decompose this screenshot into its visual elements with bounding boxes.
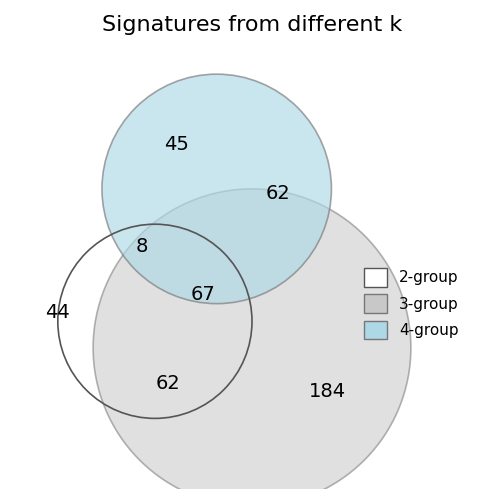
Title: Signatures from different k: Signatures from different k <box>102 15 402 35</box>
Circle shape <box>102 74 332 303</box>
Text: 45: 45 <box>164 135 190 154</box>
Circle shape <box>93 189 411 504</box>
Text: 44: 44 <box>45 303 70 322</box>
Text: 184: 184 <box>308 383 346 401</box>
Legend: 2-group, 3-group, 4-group: 2-group, 3-group, 4-group <box>358 262 465 345</box>
Text: 62: 62 <box>266 184 291 203</box>
Text: 67: 67 <box>191 285 216 304</box>
Text: 62: 62 <box>156 373 180 393</box>
Text: 8: 8 <box>136 237 148 256</box>
